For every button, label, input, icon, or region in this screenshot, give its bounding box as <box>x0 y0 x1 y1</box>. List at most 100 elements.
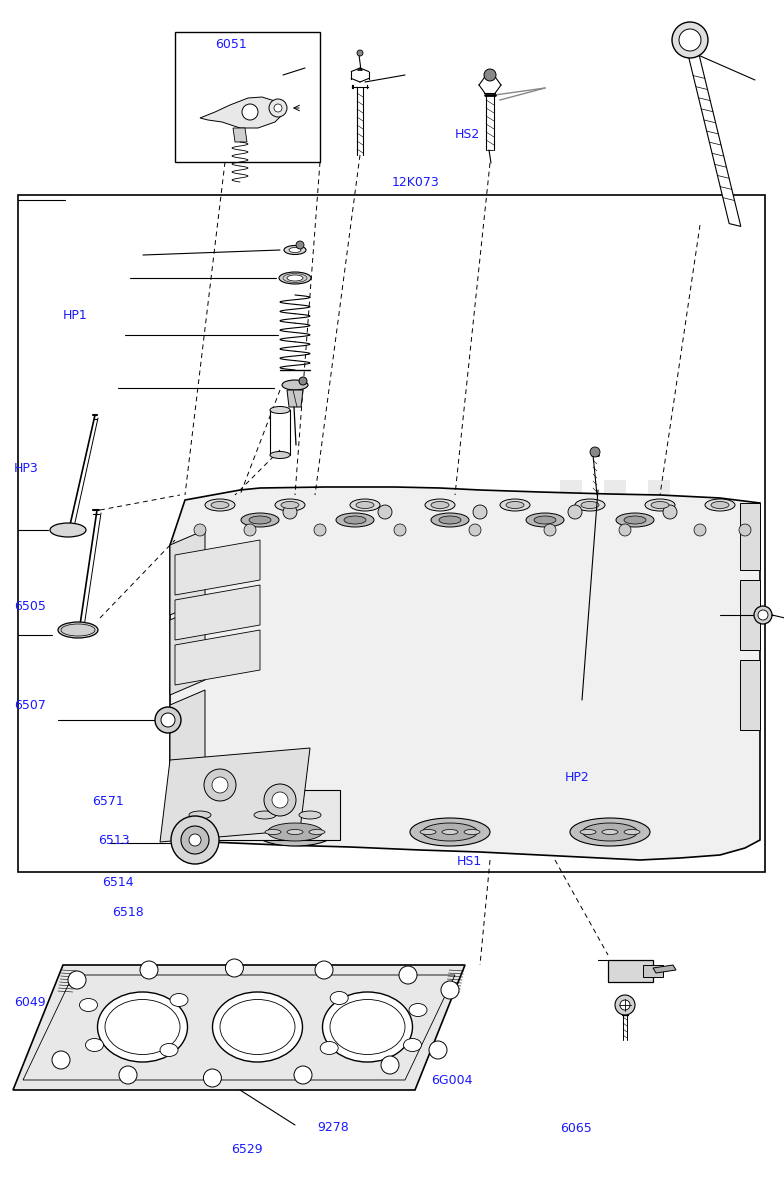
Circle shape <box>140 961 158 979</box>
Circle shape <box>244 524 256 536</box>
Text: 6518: 6518 <box>112 906 143 918</box>
Circle shape <box>68 971 86 989</box>
Circle shape <box>429 1040 447 1058</box>
Bar <box>560 524 582 546</box>
Ellipse shape <box>500 499 530 511</box>
Circle shape <box>590 446 600 457</box>
Ellipse shape <box>284 246 306 254</box>
Circle shape <box>484 68 496 80</box>
Polygon shape <box>175 630 260 685</box>
Ellipse shape <box>309 829 325 834</box>
Circle shape <box>679 29 701 50</box>
Circle shape <box>672 22 708 58</box>
Bar <box>560 568 582 590</box>
Ellipse shape <box>212 992 303 1062</box>
Circle shape <box>242 104 258 120</box>
Circle shape <box>155 707 181 733</box>
Ellipse shape <box>287 275 303 281</box>
Text: 6505: 6505 <box>14 600 46 612</box>
Bar <box>18 194 765 872</box>
Ellipse shape <box>711 502 729 509</box>
Bar <box>648 524 670 546</box>
Ellipse shape <box>320 1042 338 1055</box>
Text: HP1: HP1 <box>63 310 88 322</box>
Ellipse shape <box>189 811 211 818</box>
Polygon shape <box>740 503 760 570</box>
Text: 6571: 6571 <box>93 796 124 808</box>
Bar <box>626 590 648 612</box>
Bar <box>648 480 670 502</box>
Ellipse shape <box>205 499 235 511</box>
Polygon shape <box>170 605 205 695</box>
Polygon shape <box>287 390 303 407</box>
Circle shape <box>189 834 201 846</box>
Ellipse shape <box>439 516 461 524</box>
Ellipse shape <box>645 499 675 511</box>
Ellipse shape <box>602 829 618 834</box>
Ellipse shape <box>270 451 290 458</box>
Polygon shape <box>175 584 260 640</box>
Polygon shape <box>200 97 285 128</box>
Circle shape <box>441 982 459 998</box>
Circle shape <box>212 778 228 793</box>
Ellipse shape <box>289 247 301 252</box>
Text: 6507: 6507 <box>14 700 46 712</box>
Circle shape <box>203 1069 221 1087</box>
Ellipse shape <box>425 499 455 511</box>
Ellipse shape <box>420 829 436 834</box>
Circle shape <box>620 1000 630 1010</box>
Ellipse shape <box>211 502 229 509</box>
Ellipse shape <box>356 502 374 509</box>
Ellipse shape <box>267 823 322 841</box>
Ellipse shape <box>526 514 564 527</box>
Text: 12K073: 12K073 <box>392 176 440 188</box>
Circle shape <box>314 524 326 536</box>
Ellipse shape <box>580 829 596 834</box>
Circle shape <box>181 826 209 854</box>
Bar <box>582 502 604 524</box>
Polygon shape <box>160 748 310 842</box>
Ellipse shape <box>160 1044 178 1056</box>
Circle shape <box>615 995 635 1015</box>
Ellipse shape <box>583 823 637 841</box>
Ellipse shape <box>79 998 97 1012</box>
Text: 6529: 6529 <box>231 1142 263 1156</box>
Polygon shape <box>643 965 663 977</box>
Circle shape <box>378 505 392 518</box>
Polygon shape <box>740 660 760 730</box>
Circle shape <box>694 524 706 536</box>
Circle shape <box>52 1051 70 1069</box>
Circle shape <box>283 505 297 518</box>
Text: 6G004: 6G004 <box>431 1074 473 1086</box>
Ellipse shape <box>50 523 86 538</box>
Circle shape <box>619 524 631 536</box>
Ellipse shape <box>423 823 477 841</box>
Polygon shape <box>170 690 205 775</box>
Ellipse shape <box>336 514 374 527</box>
Ellipse shape <box>506 502 524 509</box>
Ellipse shape <box>616 514 654 527</box>
Circle shape <box>315 961 333 979</box>
Ellipse shape <box>279 272 311 284</box>
Bar <box>648 568 670 590</box>
Circle shape <box>225 959 243 977</box>
Ellipse shape <box>431 514 469 527</box>
Circle shape <box>296 241 304 248</box>
Circle shape <box>119 1066 137 1084</box>
Circle shape <box>264 784 296 816</box>
Circle shape <box>663 505 677 518</box>
Polygon shape <box>175 540 260 595</box>
Circle shape <box>469 524 481 536</box>
Circle shape <box>544 524 556 536</box>
Circle shape <box>204 769 236 802</box>
Ellipse shape <box>97 992 187 1062</box>
Text: 6049: 6049 <box>14 996 45 1008</box>
Text: 9278: 9278 <box>318 1121 349 1134</box>
Ellipse shape <box>265 829 281 834</box>
Ellipse shape <box>581 502 599 509</box>
Circle shape <box>473 505 487 518</box>
Ellipse shape <box>282 380 308 390</box>
Bar <box>560 480 582 502</box>
Circle shape <box>274 104 282 112</box>
Text: 6065: 6065 <box>561 1122 592 1134</box>
